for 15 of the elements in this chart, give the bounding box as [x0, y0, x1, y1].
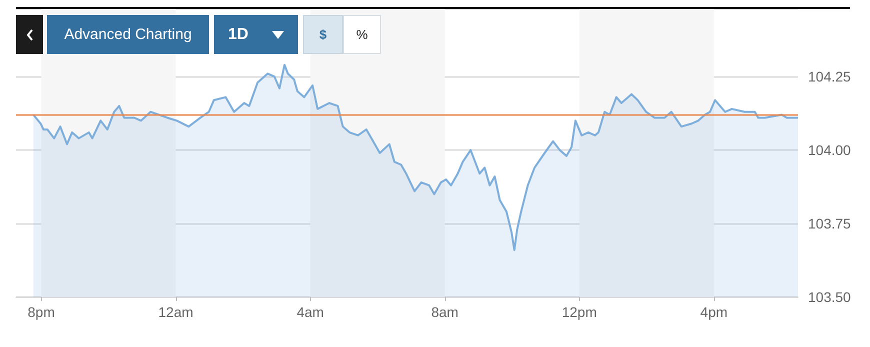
x-tick-label: 4am: [296, 304, 324, 320]
period-dropdown[interactable]: 1D: [214, 15, 298, 54]
y-tick-label: 104.00: [808, 142, 852, 158]
x-tick-label: 12pm: [562, 304, 597, 320]
annotation: 1D: [228, 26, 248, 44]
x-tick-label: 8am: [431, 304, 458, 320]
y-tick-label: 103.75: [808, 216, 852, 232]
percent-toggle[interactable]: %: [343, 15, 381, 54]
x-tick-label: 8pm: [28, 304, 55, 320]
advanced-charting-button[interactable]: Advanced Charting: [47, 15, 209, 54]
y-tick-label: 103.50: [808, 289, 852, 305]
y-tick-label: 104.25: [808, 68, 852, 85]
dollar-toggle[interactable]: $: [303, 15, 343, 54]
x-tick-label: 4pm: [700, 304, 728, 320]
x-tick-label: 12am: [158, 304, 194, 320]
